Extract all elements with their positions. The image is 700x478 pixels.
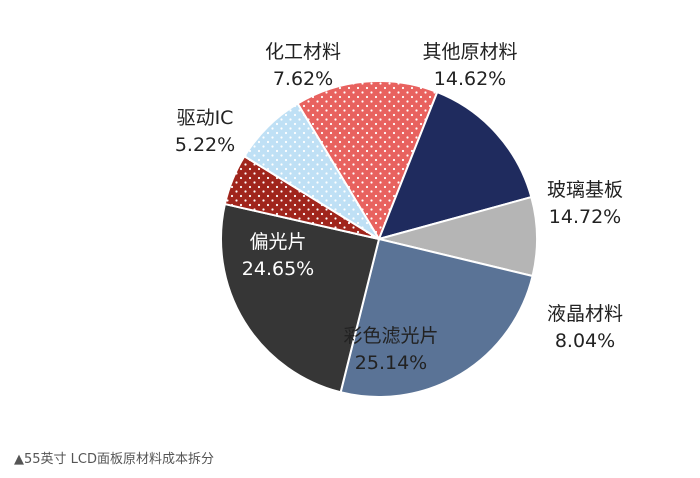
pie-slice	[220, 202, 381, 394]
chart-caption: ▲55英寸 LCD面板原材料成本拆分	[14, 452, 215, 467]
pie-slice-pattern	[224, 156, 379, 239]
pie-chart: 其他原材料 14.62% 玻璃基板 14.72% 液晶材料 8.04% 彩色滤光片 25.14…	[175, 41, 623, 398]
slice-label: 玻璃基板	[547, 179, 623, 201]
slice-label: 偏光片	[249, 231, 306, 253]
pie-slices	[220, 80, 538, 398]
slice-label: 液晶材料	[547, 303, 623, 325]
slice-value-label: 8.04%	[555, 330, 615, 352]
pie-slice	[377, 90, 533, 241]
slice-value-label: 7.62%	[273, 68, 333, 90]
slice-label: 化工材料	[265, 41, 341, 63]
pie-slice-pattern	[244, 103, 379, 239]
slice-label: 驱动IC	[177, 107, 234, 129]
pie-slice-pattern	[297, 80, 438, 240]
slice-value-label: 14.62%	[434, 68, 506, 90]
slice-value-label: 14.72%	[549, 206, 621, 228]
slice-value-label: 25.14%	[355, 352, 427, 374]
slice-label: 彩色滤光片	[343, 325, 438, 347]
slice-value-label: 24.65%	[242, 258, 314, 280]
pie-slice	[339, 237, 534, 398]
slice-value-label: 5.22%	[175, 134, 235, 156]
pie-labels: 其他原材料 14.62% 玻璃基板 14.72% 液晶材料 8.04% 彩色滤光片 25.14…	[175, 41, 623, 374]
slice-label: 其他原材料	[422, 41, 517, 63]
